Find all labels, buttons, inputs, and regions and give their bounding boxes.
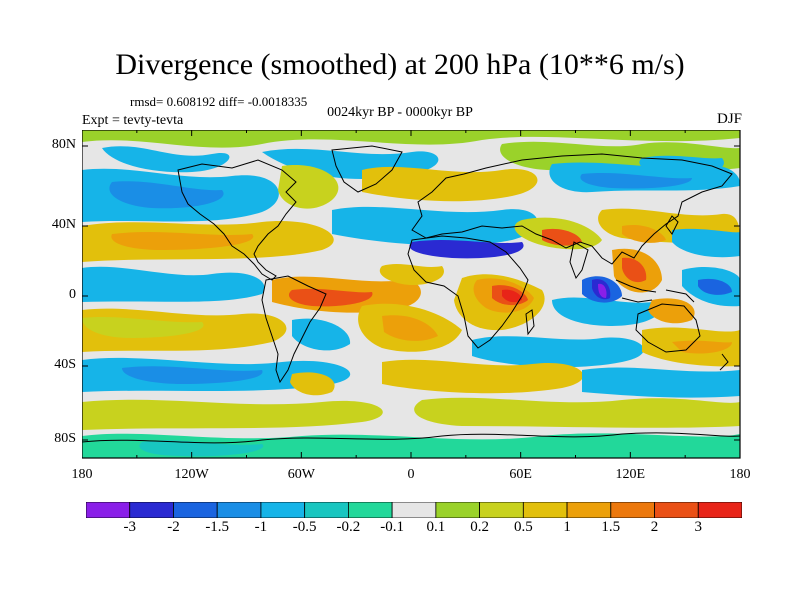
colorbar-swatch (216, 502, 262, 518)
colorbar-label: -1 (254, 519, 268, 535)
colorbar-swatch (522, 502, 568, 518)
season-label: DJF (716, 111, 742, 127)
colorbar-swatch (86, 502, 131, 518)
colorbar-swatch (260, 502, 306, 518)
colorbar-label: 0.2 (470, 519, 489, 535)
lon-tick-label: 60W (287, 467, 315, 482)
colorbar-label: -3 (123, 519, 136, 535)
colorbar-label: 1 (563, 519, 571, 535)
lat-tick-label: 40S (54, 357, 76, 372)
colorbar-swatch (304, 502, 349, 518)
colorbar-swatch (391, 502, 437, 518)
period-subtitle: 0024kyr BP - 0000kyr BP (327, 105, 473, 120)
colorbar-swatch (435, 502, 481, 518)
lat-tick-label: 0 (69, 287, 76, 302)
lat-tick-label: 40N (51, 217, 76, 232)
colorbar-label: -1.5 (205, 519, 230, 535)
lon-tick-label: 180 (729, 467, 751, 482)
colorbar-label: 2 (650, 519, 659, 535)
lat-tick-label: 80N (51, 137, 76, 152)
experiment-label: Expt = tevty-tevta (82, 113, 184, 128)
colorbar-label: 0.5 (513, 519, 533, 535)
colorbar-swatch (654, 502, 699, 518)
lon-tick-label: 0 (407, 467, 415, 482)
divergence-map (82, 130, 741, 459)
colorbar-label: 0.1 (426, 519, 446, 535)
colorbar (86, 502, 742, 518)
colorbar-swatch (479, 502, 524, 518)
colorbar-label: -0.2 (336, 519, 361, 535)
rmsd-diff-stats: rmsd= 0.608192 diff= -0.0018335 (130, 94, 308, 109)
colorbar-label: -0.1 (380, 519, 404, 535)
axis-ticks (82, 130, 741, 458)
colorbar-label: -2 (167, 519, 180, 535)
colorbar-swatch (173, 502, 218, 518)
lon-tick-label: 180 (71, 467, 93, 482)
colorbar-swatch (129, 502, 174, 518)
divergence-field (82, 130, 740, 458)
colorbar-swatch (697, 502, 742, 518)
colorbar-swatch (347, 502, 393, 518)
map-title: Divergence (smoothed) at 200 hPa (10**6 … (115, 48, 685, 81)
colorbar-label: -0.5 (292, 519, 317, 535)
coastlines (82, 145, 740, 444)
colorbar-label: 3 (694, 519, 703, 535)
colorbar-label: 1.5 (601, 519, 621, 535)
lon-tick-label: 60E (509, 467, 532, 482)
lon-tick-label: 120E (615, 467, 646, 482)
lat-tick-label: 80S (54, 431, 76, 446)
colorbar-swatch (610, 502, 655, 518)
colorbar-swatch (566, 502, 612, 518)
lon-tick-label: 120W (174, 467, 209, 482)
